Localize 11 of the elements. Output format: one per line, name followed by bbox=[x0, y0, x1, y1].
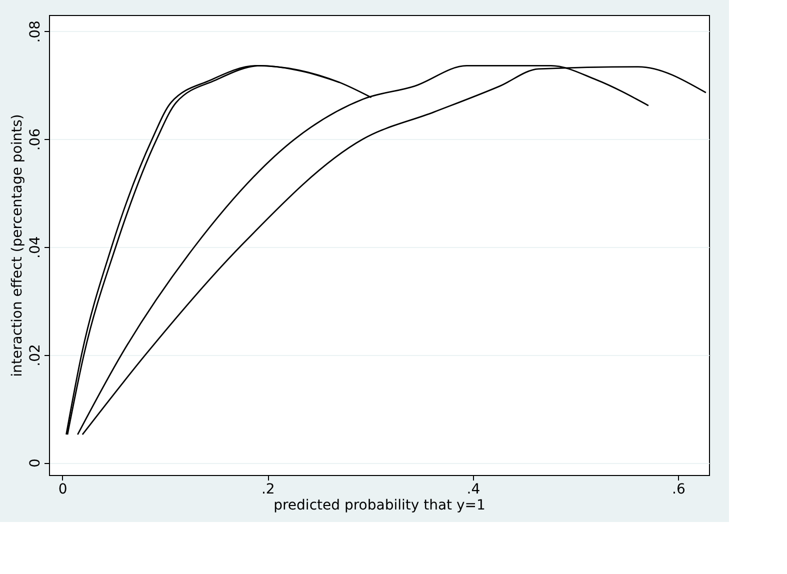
y-tick-label: 0 bbox=[28, 458, 44, 468]
x-tick-label: .4 bbox=[466, 482, 480, 498]
y-tick-label: .08 bbox=[28, 20, 44, 43]
y-tick-label: .02 bbox=[28, 344, 44, 366]
y-tick-label: .04 bbox=[28, 236, 44, 259]
x-tick-label: .6 bbox=[672, 482, 686, 498]
x-axis-title: predicted probability that y=1 bbox=[274, 498, 486, 514]
y-tick-label: .06 bbox=[28, 128, 44, 151]
y-axis-title: interaction effect (percentage points) bbox=[10, 114, 26, 377]
x-tick-label: .2 bbox=[261, 482, 275, 498]
x-tick-label: 0 bbox=[58, 482, 68, 498]
